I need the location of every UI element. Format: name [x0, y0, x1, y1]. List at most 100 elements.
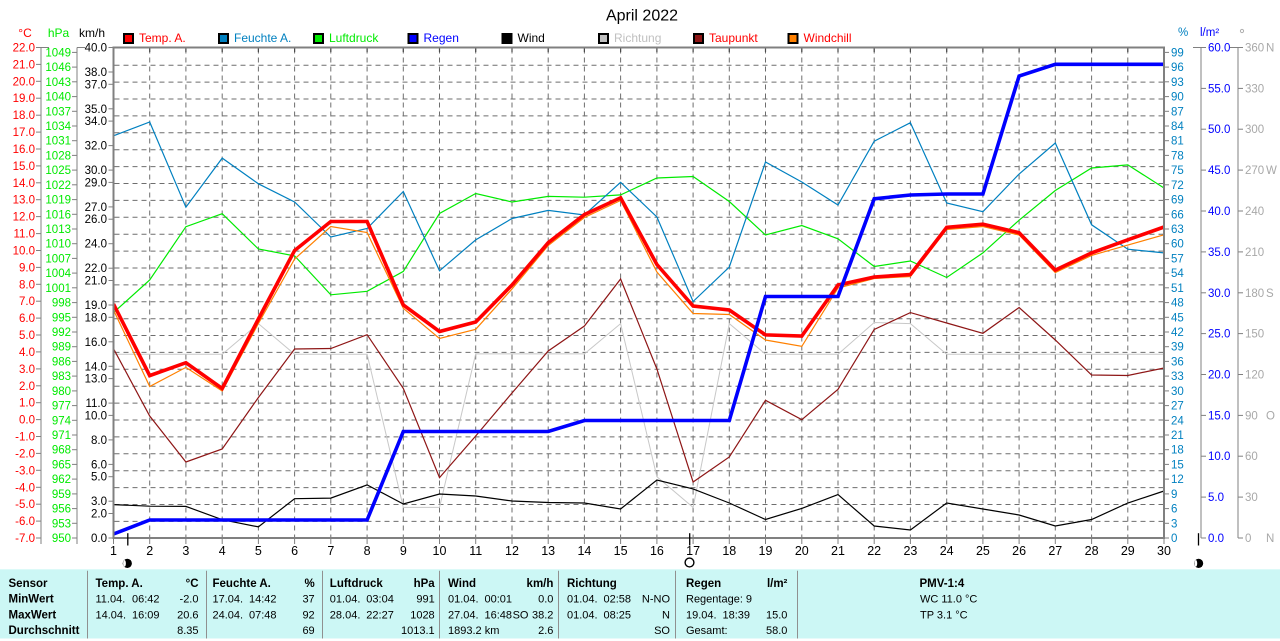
svg-text:14.04.: 14.04.	[96, 609, 127, 621]
svg-text:0.0: 0.0	[1208, 533, 1224, 545]
svg-text:34.0: 34.0	[85, 116, 107, 128]
svg-text:0.0: 0.0	[91, 533, 107, 545]
svg-text:6.0: 6.0	[19, 313, 35, 325]
svg-text:24.0: 24.0	[85, 239, 107, 251]
svg-text:01.04.: 01.04.	[567, 594, 598, 606]
svg-text:22.0: 22.0	[13, 43, 35, 55]
svg-text:7.0: 7.0	[19, 296, 35, 308]
svg-text:1010: 1010	[45, 239, 71, 251]
svg-text:360: 360	[1245, 43, 1264, 55]
svg-text:Richtung: Richtung	[567, 578, 617, 590]
svg-text:13: 13	[541, 544, 555, 558]
svg-text:00:01: 00:01	[485, 594, 513, 606]
svg-text:11.04.: 11.04.	[96, 594, 126, 606]
svg-text:-1.0: -1.0	[15, 432, 35, 444]
svg-text:16:09: 16:09	[132, 609, 160, 621]
svg-text:15.0: 15.0	[13, 161, 35, 173]
svg-text:16.0: 16.0	[13, 144, 35, 156]
svg-text:1893.2 km: 1893.2 km	[448, 625, 499, 637]
svg-text:19.04.: 19.04.	[686, 609, 717, 621]
svg-text:18.0: 18.0	[85, 312, 107, 324]
svg-text:02:58: 02:58	[604, 594, 632, 606]
svg-text:51: 51	[1171, 283, 1184, 295]
svg-text:18: 18	[1171, 445, 1184, 457]
svg-text:3: 3	[182, 544, 189, 558]
svg-text:19: 19	[759, 544, 773, 558]
svg-text:998: 998	[52, 298, 71, 310]
svg-text:MaxWert: MaxWert	[9, 609, 57, 621]
svg-text:hPa: hPa	[414, 578, 436, 590]
svg-text:90: 90	[1245, 410, 1258, 422]
svg-text:14:42: 14:42	[249, 594, 277, 606]
svg-text:10.0: 10.0	[1208, 451, 1230, 463]
svg-text:12: 12	[1171, 474, 1184, 486]
svg-text:1049: 1049	[45, 47, 71, 59]
svg-text:SO: SO	[654, 625, 670, 637]
svg-text:19.0: 19.0	[85, 300, 107, 312]
svg-text:Luftdruck: Luftdruck	[330, 578, 384, 590]
svg-text:26.0: 26.0	[85, 214, 107, 226]
svg-text:36: 36	[1171, 356, 1184, 368]
svg-text:29.0: 29.0	[85, 177, 107, 189]
svg-text:11: 11	[469, 544, 482, 558]
svg-text:Windchill: Windchill	[804, 31, 852, 45]
svg-text:30: 30	[1245, 492, 1258, 504]
svg-text:992: 992	[52, 327, 71, 339]
svg-text:15: 15	[614, 544, 628, 558]
svg-text:180: 180	[1245, 288, 1264, 300]
svg-text:27: 27	[1048, 544, 1062, 558]
svg-text:956: 956	[52, 504, 71, 516]
svg-text:Luftdruck: Luftdruck	[329, 31, 379, 45]
svg-text:5: 5	[255, 544, 262, 558]
svg-text:27: 27	[1171, 401, 1184, 413]
svg-text:240: 240	[1245, 206, 1264, 218]
svg-text:1034: 1034	[45, 121, 71, 133]
svg-text:14.0: 14.0	[13, 178, 35, 190]
svg-text:39: 39	[1171, 342, 1184, 354]
svg-text:55.0: 55.0	[1208, 83, 1230, 95]
svg-text:0.0: 0.0	[538, 594, 553, 606]
svg-text:22:27: 22:27	[366, 609, 394, 621]
svg-text:96: 96	[1171, 62, 1184, 74]
svg-text:hPa: hPa	[48, 26, 70, 40]
svg-text:1022: 1022	[45, 180, 71, 192]
svg-text:1004: 1004	[45, 268, 71, 280]
svg-text:Wind: Wind	[518, 31, 545, 45]
svg-text:63: 63	[1171, 224, 1184, 236]
svg-text:90: 90	[1171, 92, 1184, 104]
svg-text:1046: 1046	[45, 62, 71, 74]
svg-text:37.0: 37.0	[85, 79, 107, 91]
svg-text:84: 84	[1171, 121, 1184, 133]
svg-text:1001: 1001	[45, 283, 71, 295]
svg-text:13.0: 13.0	[13, 195, 35, 207]
svg-text:°C: °C	[18, 26, 32, 40]
svg-text:35.0: 35.0	[1208, 247, 1230, 259]
svg-text:60: 60	[1245, 451, 1258, 463]
svg-text:-7.0: -7.0	[15, 533, 35, 545]
svg-text:29: 29	[1121, 544, 1135, 558]
svg-text:11.0: 11.0	[85, 398, 107, 410]
svg-text:16: 16	[650, 544, 664, 558]
svg-text:W: W	[1266, 165, 1277, 177]
svg-text:45: 45	[1171, 312, 1184, 324]
svg-text:1013.1: 1013.1	[401, 625, 435, 637]
svg-text:5.0: 5.0	[91, 472, 107, 484]
svg-text:Regen: Regen	[686, 578, 721, 590]
svg-text:1031: 1031	[45, 136, 71, 148]
svg-text:60.0: 60.0	[1208, 43, 1230, 55]
svg-text:950: 950	[52, 533, 71, 545]
svg-text:48: 48	[1171, 298, 1184, 310]
svg-text:9: 9	[1171, 489, 1177, 501]
svg-text:21.0: 21.0	[85, 276, 107, 288]
svg-text:km/h: km/h	[527, 578, 554, 590]
svg-text:8.0: 8.0	[91, 435, 107, 447]
svg-text:13.0: 13.0	[85, 374, 107, 386]
svg-text:24: 24	[940, 544, 954, 558]
svg-text:18:39: 18:39	[723, 609, 751, 621]
svg-text:24.04.: 24.04.	[213, 609, 244, 621]
svg-text:50.0: 50.0	[1208, 124, 1230, 136]
svg-text:4: 4	[219, 544, 226, 558]
svg-text:-2.0: -2.0	[15, 448, 35, 460]
svg-text:06:42: 06:42	[132, 594, 160, 606]
svg-text:Regen: Regen	[424, 31, 459, 45]
